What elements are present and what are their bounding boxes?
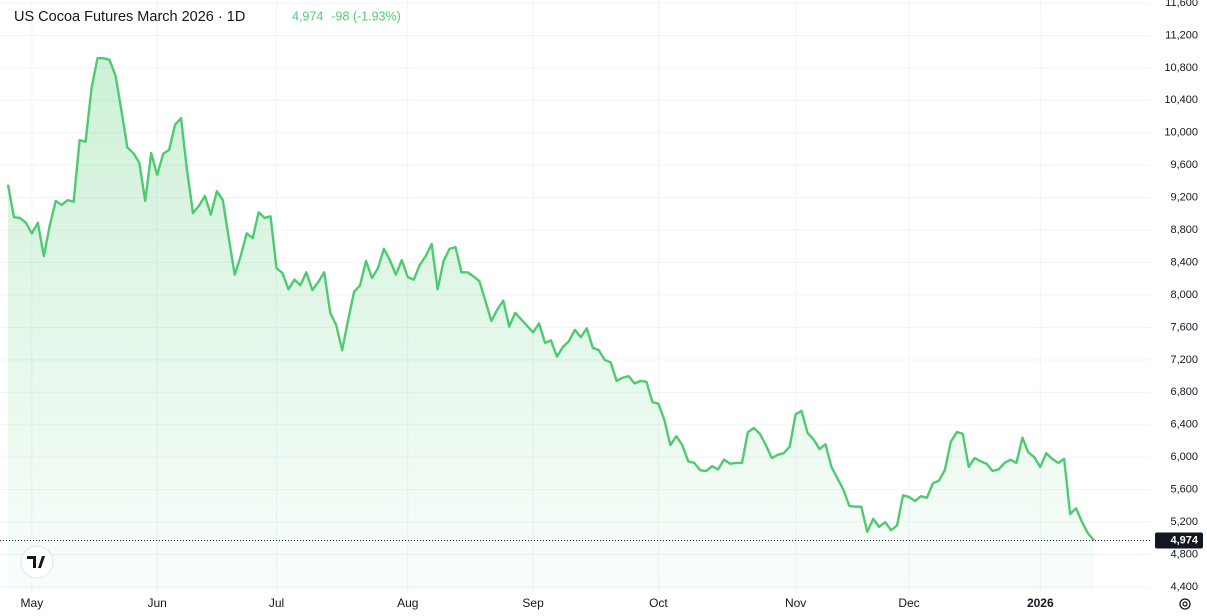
last-price-tag-label: 4,974 <box>1170 534 1198 546</box>
gear-inner[interactable] <box>1182 601 1188 607</box>
x-tick-label: 2026 <box>1027 596 1054 610</box>
x-tick-label: May <box>21 596 44 610</box>
logo-circle[interactable] <box>20 545 54 579</box>
y-tick-label: 5,200 <box>1170 516 1198 528</box>
y-tick-label: 11,200 <box>1165 29 1198 41</box>
y-tick-label: 7,200 <box>1170 354 1198 366</box>
y-tick-label: 9,600 <box>1170 159 1198 171</box>
x-tick-label: Dec <box>898 596 919 610</box>
x-tick-label: Sep <box>522 596 544 610</box>
x-tick-label: Nov <box>785 596 806 610</box>
last-price: 4,974 <box>292 9 323 23</box>
y-tick-label: 8,400 <box>1170 256 1198 268</box>
area-fill <box>8 58 1094 593</box>
y-tick-label: 5,600 <box>1170 484 1198 496</box>
y-tick-label: 11,600 <box>1165 0 1198 9</box>
last-price-tag <box>1155 532 1203 549</box>
y-tick-label: 6,800 <box>1170 386 1198 398</box>
y-tick-label: 9,200 <box>1170 192 1198 204</box>
axes: 4,400 4,800 5,200 5,600 6,000 6,400 6,800 7,200… <box>21 0 1203 610</box>
x-tick-label: Aug <box>397 596 418 610</box>
y-tick-label: 6,400 <box>1170 419 1198 431</box>
plot <box>0 56 1150 593</box>
tv-logo[interactable] <box>20 545 54 579</box>
settings-icon[interactable] <box>1179 598 1191 610</box>
price-line <box>6 56 1095 542</box>
gear-outer[interactable] <box>1179 598 1191 610</box>
x-tick-label: Oct <box>649 596 668 610</box>
x-tick-label: Jul <box>269 596 284 610</box>
y-tick-label: 4,400 <box>1170 581 1198 593</box>
y-tick-label: 10,800 <box>1164 62 1198 74</box>
logo-mark[interactable] <box>27 556 45 568</box>
y-tick-label: 6,000 <box>1170 451 1198 463</box>
price-change: -98 (-1.93%) <box>331 9 400 23</box>
y-tick-label: 4,800 <box>1170 548 1198 560</box>
y-tick-label: 10,000 <box>1164 127 1198 139</box>
y-tick-label: 7,600 <box>1170 321 1198 333</box>
y-tick-label: 10,400 <box>1164 94 1198 106</box>
x-tick-label: Jun <box>147 596 166 610</box>
y-tick-label: 8,000 <box>1170 289 1198 301</box>
y-tick-label: 8,800 <box>1170 224 1198 236</box>
chart-title: US Cocoa Futures March 2026 · 1D <box>14 9 245 25</box>
